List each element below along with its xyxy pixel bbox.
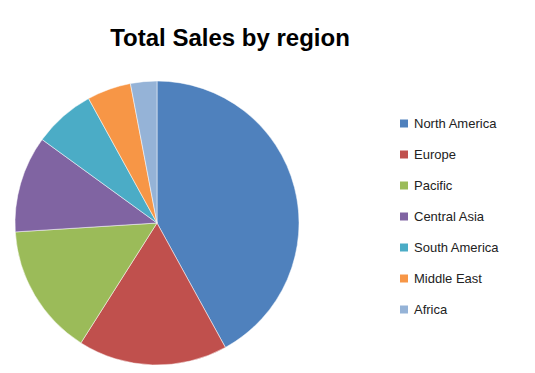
- svg-text:Europe: Europe: [414, 147, 456, 162]
- svg-text:Total Sales by region: Total Sales by region: [110, 24, 350, 51]
- svg-text:Africa: Africa: [414, 302, 448, 317]
- svg-text:South America: South America: [414, 240, 499, 255]
- svg-text:Central Asia: Central Asia: [414, 209, 485, 224]
- svg-text:Pacific: Pacific: [414, 178, 453, 193]
- svg-text:North America: North America: [414, 116, 497, 131]
- svg-text:Middle East: Middle East: [414, 271, 482, 286]
